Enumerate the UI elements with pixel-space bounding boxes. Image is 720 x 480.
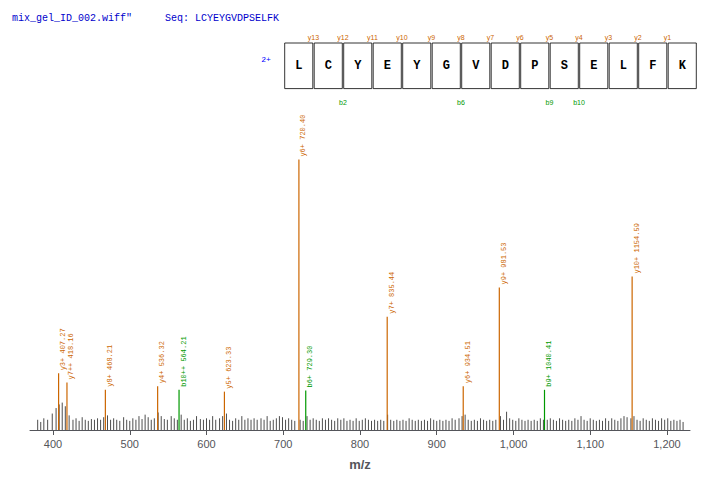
svg-text:mix_gel_ID_002.wiff": mix_gel_ID_002.wiff" (12, 13, 132, 24)
svg-text:E: E (590, 59, 597, 73)
svg-text:y4+ 536.32: y4+ 536.32 (158, 341, 166, 383)
svg-text:D: D (502, 59, 509, 73)
svg-text:K: K (679, 59, 687, 73)
svg-text:y5: y5 (546, 34, 554, 42)
svg-text:y2: y2 (634, 34, 642, 42)
svg-text:400: 400 (44, 438, 62, 450)
svg-text:b9: b9 (546, 99, 554, 106)
svg-text:y8+ 468.21: y8+ 468.21 (106, 345, 114, 387)
svg-text:700: 700 (274, 438, 292, 450)
svg-text:y10+ 1154.59: y10+ 1154.59 (633, 223, 641, 273)
svg-text:V: V (472, 59, 480, 73)
svg-text:1,100: 1,100 (576, 438, 604, 450)
svg-text:y3+ 407.27: y3+ 407.27 (59, 328, 67, 370)
svg-text:900: 900 (428, 438, 446, 450)
svg-text:y5+ 623.33: y5+ 623.33 (225, 347, 233, 389)
svg-text:y8: y8 (457, 34, 465, 42)
svg-text:y7: y7 (487, 34, 495, 42)
svg-text:b6: b6 (457, 99, 465, 106)
svg-text:b6+ 729.30: b6+ 729.30 (306, 346, 314, 388)
svg-text:y6: y6 (516, 34, 524, 42)
svg-text:600: 600 (197, 438, 215, 450)
svg-text:y10: y10 (396, 34, 407, 42)
svg-text:y9+ 981.53: y9+ 981.53 (500, 242, 508, 284)
svg-text:Seq: LCYEYGVDPSELFK: Seq: LCYEYGVDPSELFK (165, 13, 279, 24)
svg-text:y7++ 418.16: y7++ 418.16 (67, 333, 75, 379)
svg-text:y9: y9 (428, 34, 436, 42)
svg-text:Y: Y (413, 59, 421, 73)
svg-text:y1: y1 (664, 34, 672, 42)
svg-text:2+: 2+ (261, 55, 271, 64)
svg-text:F: F (649, 59, 656, 73)
svg-text:800: 800 (351, 438, 369, 450)
svg-text:P: P (531, 59, 538, 73)
svg-text:b10++ 564.21: b10++ 564.21 (180, 336, 188, 386)
svg-text:S: S (561, 59, 568, 73)
svg-text:500: 500 (121, 438, 139, 450)
svg-text:b9+ 1040.41: b9+ 1040.41 (545, 341, 553, 387)
svg-text:m/z: m/z (349, 457, 371, 472)
svg-text:C: C (325, 59, 332, 73)
svg-text:L: L (295, 59, 302, 73)
svg-text:1,200: 1,200 (653, 438, 681, 450)
svg-text:y3: y3 (605, 34, 613, 42)
svg-text:L: L (620, 59, 627, 73)
svg-text:y11: y11 (367, 34, 378, 42)
svg-text:y13: y13 (308, 34, 319, 42)
svg-text:y7+ 835.44: y7+ 835.44 (388, 272, 396, 314)
svg-text:1,000: 1,000 (500, 438, 528, 450)
svg-text:y12: y12 (337, 34, 348, 42)
svg-text:y6+ 934.51: y6+ 934.51 (464, 341, 472, 383)
svg-text:y4: y4 (575, 34, 583, 42)
svg-text:G: G (443, 59, 450, 73)
svg-text:b2: b2 (339, 99, 347, 106)
svg-text:y6+ 720.40: y6+ 720.40 (299, 115, 307, 157)
svg-text:E: E (384, 59, 391, 73)
svg-text:Y: Y (354, 59, 362, 73)
svg-text:b10: b10 (573, 99, 585, 106)
